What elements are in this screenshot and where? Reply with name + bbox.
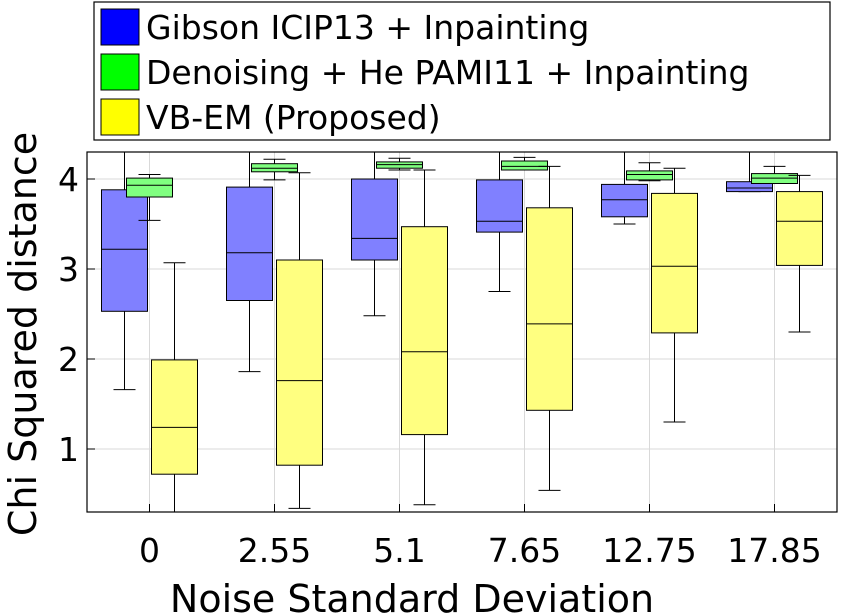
box-denoising — [501, 160, 548, 171]
y-tick-label: 3 — [58, 250, 79, 289]
x-tick-label: 17.85 — [727, 531, 821, 570]
legend-swatch-vbem — [100, 98, 140, 136]
y-axis-label: Chi Squared distance — [1, 132, 45, 536]
y-tick-label: 4 — [58, 160, 79, 199]
x-tick-label: 2.55 — [238, 531, 311, 570]
box-denoising — [626, 170, 673, 181]
legend-box — [93, 1, 831, 141]
legend-swatch-gibson — [100, 8, 140, 46]
legend-label-gibson: Gibson ICIP13 + Inpainting — [146, 8, 589, 47]
box-gibson — [226, 186, 273, 302]
x-tick-label: 12.75 — [602, 531, 696, 570]
box-denoising — [126, 177, 173, 198]
x-tick-label: 0 — [139, 531, 160, 570]
y-tick-label: 1 — [58, 430, 79, 469]
legend-label-denoising: Denoising + He PAMI11 + Inpainting — [146, 53, 750, 92]
box-gibson — [476, 179, 523, 233]
box-gibson — [726, 181, 773, 193]
box-gibson — [601, 183, 648, 218]
y-tick-label: 2 — [58, 340, 79, 379]
x-axis-label: Noise Standard Deviation — [170, 577, 654, 616]
box-vbem — [401, 226, 448, 436]
plot-area: 1 2 3 4 0 2.55 5.1 7.65 12.75 17.85 — [58, 151, 838, 570]
x-tick-label: 5.1 — [373, 531, 425, 570]
legend-swatch-denoising — [100, 53, 140, 91]
x-tick-label: 7.65 — [488, 531, 561, 570]
box-gibson — [351, 178, 398, 261]
axes-frame — [86, 151, 838, 513]
plot-background — [87, 152, 837, 512]
box-vbem — [276, 259, 323, 466]
box-vbem — [651, 192, 698, 334]
legend-label-vbem: VB-EM (Proposed) — [146, 98, 441, 137]
box-vbem — [776, 191, 823, 266]
box-vbem — [151, 359, 198, 475]
legend: Gibson ICIP13 + Inpainting Denoising + H… — [93, 1, 831, 141]
box-gibson — [101, 189, 148, 312]
box-vbem — [526, 207, 573, 411]
